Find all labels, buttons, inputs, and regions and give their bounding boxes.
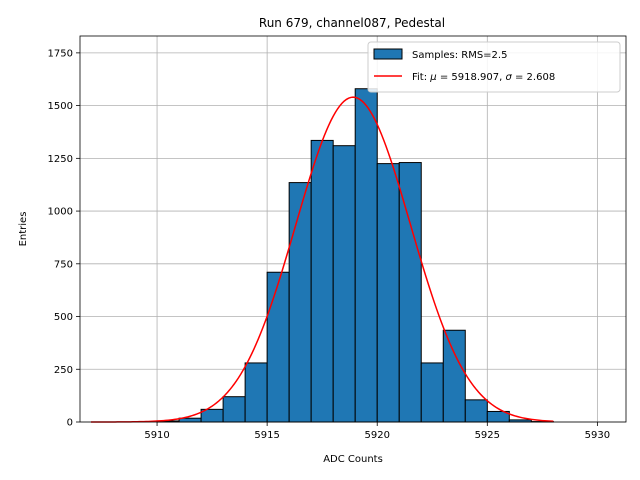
histogram-bar xyxy=(244,362,268,423)
legend-fit-prefix: Fit: xyxy=(412,72,430,83)
x-tick-label: 5910 xyxy=(144,430,169,441)
histogram-bar xyxy=(398,162,422,423)
y-tick-label: 750 xyxy=(54,259,73,270)
histogram-bar xyxy=(266,271,290,423)
x-tick-label: 5930 xyxy=(585,430,610,441)
chart-title: Run 679, channel087, Pedestal xyxy=(259,16,445,30)
legend-sigma-value: = 2.608 xyxy=(512,72,555,83)
legend-fit-label: Fit: μ = 5918.907, σ = 2.608 xyxy=(412,72,555,83)
histogram-bar xyxy=(354,88,378,423)
histogram-bar xyxy=(464,399,488,423)
legend-mu-value: = 5918.907, xyxy=(437,72,506,83)
histogram-bar xyxy=(222,396,246,423)
x-axis-ticks: 5910 5915 5920 5925 5930 xyxy=(144,422,610,441)
x-tick-label: 5920 xyxy=(364,430,389,441)
y-axis-label: Entries xyxy=(18,212,29,247)
x-tick-label: 5915 xyxy=(254,430,279,441)
histogram-bar xyxy=(420,362,444,423)
histogram-bars xyxy=(156,88,554,423)
plot-frame xyxy=(79,35,627,423)
x-tick-label: 5925 xyxy=(475,430,500,441)
histogram-bar xyxy=(288,182,312,423)
legend-box xyxy=(367,41,621,93)
y-axis-ticks: 0 250 500 750 1000 1250 1500 1750 xyxy=(48,48,80,429)
y-tick-label: 1000 xyxy=(48,207,73,218)
y-tick-label: 1500 xyxy=(48,101,73,112)
y-tick-label: 0 xyxy=(67,418,73,429)
legend-samples-label: Samples: RMS=2.5 xyxy=(412,50,507,61)
y-tick-label: 250 xyxy=(54,365,73,376)
legend: Samples: RMS=2.5 Fit: μ = 5918.907, σ = … xyxy=(367,41,621,93)
histogram-bar xyxy=(442,329,466,423)
y-tick-label: 1750 xyxy=(48,48,73,59)
legend-samples-swatch xyxy=(373,48,403,60)
legend-mu-symbol: μ xyxy=(429,72,436,83)
legend-sigma-symbol: σ xyxy=(505,72,512,83)
y-tick-label: 1250 xyxy=(48,154,73,165)
histogram-bar xyxy=(376,163,400,423)
histogram-bar xyxy=(310,139,334,423)
gaussian-fit-curve xyxy=(91,96,554,423)
x-axis-label: ADC Counts xyxy=(323,454,383,465)
y-tick-label: 500 xyxy=(54,312,73,323)
histogram-bar xyxy=(332,145,356,423)
